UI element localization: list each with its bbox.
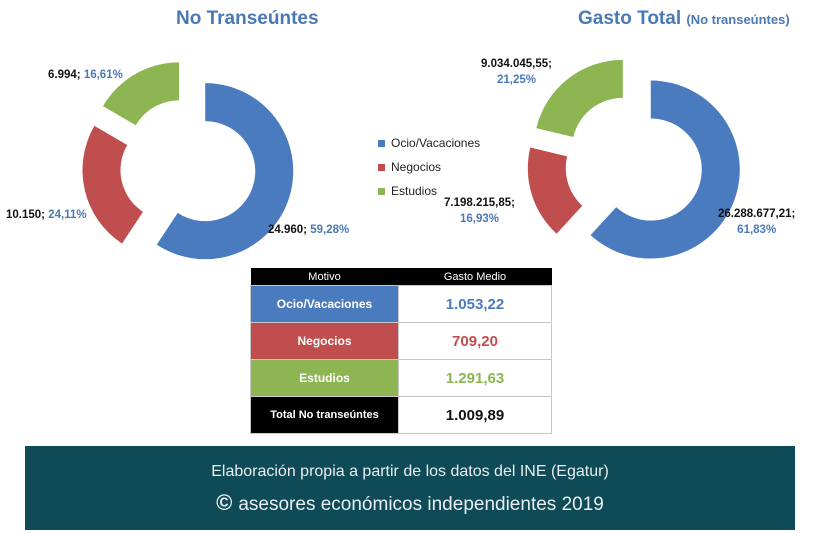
row-label-negocios: Negocios — [250, 322, 399, 360]
donut1-slice-ocio — [156, 83, 294, 260]
data-label-ocio-2: 26.288.677,21; 61,83% — [718, 208, 796, 236]
donut2-slice-estudios — [536, 59, 623, 137]
copyright-icon: © — [216, 490, 233, 515]
header-gasto-medio: Gasto Medio — [398, 268, 552, 286]
donut2-slice-negocios — [527, 147, 583, 234]
donut2-slice-ocio — [590, 80, 740, 259]
table-row: Estudios 1.291,63 — [250, 359, 552, 397]
data-label-negocios-2: 7.198.215,85; 16,93% — [444, 197, 515, 225]
donut1-slice-negocios — [82, 125, 143, 244]
chart-subtitle: (No transeúntes) — [686, 12, 790, 27]
table-row: Negocios 709,20 — [250, 322, 552, 360]
legend-swatch-estudios — [378, 187, 385, 195]
donut1-slice-estudios — [102, 62, 180, 126]
row-label-total: Total No transeúntes — [250, 396, 399, 434]
footer-source: Elaboración propia a partir de los datos… — [211, 463, 609, 480]
row-value-negocios: 709,20 — [398, 322, 552, 360]
footer-copyright: © asesores económicos independientes 2019 — [216, 490, 604, 515]
gasto-medio-table: Motivo Gasto Medio Ocio/Vacaciones 1.053… — [250, 268, 552, 434]
chart-title-gasto-total: Gasto Total (No transeúntes) — [578, 8, 790, 29]
table-header-row: Motivo Gasto Medio — [250, 268, 552, 286]
legend-item-estudios: Estudios — [378, 179, 480, 203]
legend-item-ocio: Ocio/Vacaciones — [378, 131, 480, 155]
table-row: Total No transeúntes 1.009,89 — [250, 396, 552, 434]
chart-title-no-transeuntes: No Transeúntes — [176, 8, 319, 29]
row-value-total: 1.009,89 — [398, 396, 552, 434]
row-label-estudios: Estudios — [250, 359, 399, 397]
header-motivo: Motivo — [250, 268, 399, 286]
row-value-estudios: 1.291,63 — [398, 359, 552, 397]
legend-swatch-ocio — [378, 139, 385, 147]
legend-item-negocios: Negocios — [378, 155, 480, 179]
data-label-ocio-1: 24.960; 59,28% — [268, 224, 350, 236]
chart-legend: Ocio/Vacaciones Negocios Estudios — [378, 131, 480, 203]
donut-chart-gasto-total — [527, 59, 740, 259]
data-label-negocios-1: 10.150; 24,11% — [6, 209, 87, 221]
data-label-estudios-1: 6.994; 16,61% — [48, 69, 123, 81]
data-label-estudios-2: 9.034.045,55; 21,25% — [481, 58, 552, 86]
footer-banner: Elaboración propia a partir de los datos… — [25, 446, 795, 530]
row-value-ocio: 1.053,22 — [398, 285, 552, 323]
donut-chart-no-transeuntes — [82, 62, 294, 260]
row-label-ocio: Ocio/Vacaciones — [250, 285, 399, 323]
legend-swatch-negocios — [378, 163, 385, 171]
table-row: Ocio/Vacaciones 1.053,22 — [250, 285, 552, 323]
